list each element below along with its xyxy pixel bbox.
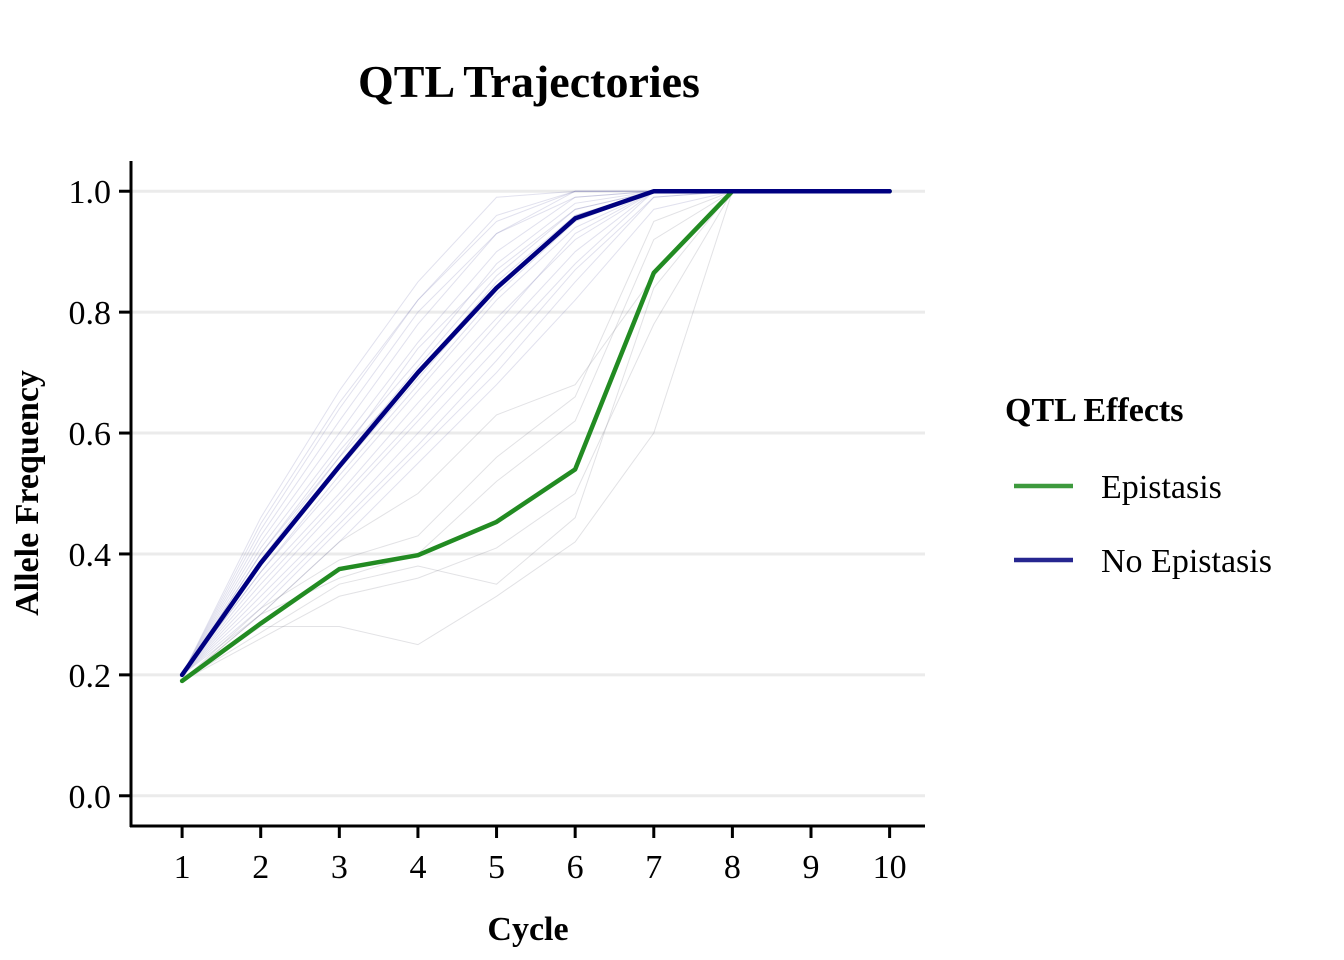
chart-title: QTL Trajectories bbox=[358, 56, 700, 107]
x-tick-label: 5 bbox=[488, 849, 505, 886]
x-axis-title: Cycle bbox=[487, 911, 568, 948]
x-tick-label: 1 bbox=[174, 849, 191, 886]
x-tick-label: 9 bbox=[803, 849, 820, 886]
replicate-line bbox=[181, 190, 890, 682]
y-tick-label: 0.0 bbox=[69, 779, 112, 816]
replicate-lines bbox=[181, 190, 890, 682]
x-tick-label: 10 bbox=[873, 849, 907, 886]
legend: QTL Effects Epistasis No Epistasis bbox=[1005, 392, 1272, 580]
legend-title: QTL Effects bbox=[1005, 392, 1183, 429]
grid-lines bbox=[131, 189, 925, 798]
axes: 0.0 0.2 0.4 0.6 0.8 1.0 1 2 3 4 5 6 7 8 9 10 bbox=[69, 161, 925, 886]
replicate-line bbox=[181, 190, 890, 682]
y-tick-label: 0.4 bbox=[69, 537, 112, 574]
legend-items: Epistasis No Epistasis bbox=[1014, 469, 1272, 580]
x-tick-label: 4 bbox=[409, 849, 426, 886]
x-tick-label: 6 bbox=[567, 849, 584, 886]
x-tick-label: 3 bbox=[331, 849, 348, 886]
x-tick-label: 8 bbox=[724, 849, 741, 886]
x-tick-label: 2 bbox=[252, 849, 269, 886]
y-tick-label: 1.0 bbox=[69, 174, 112, 211]
y-tick-label: 0.6 bbox=[69, 416, 112, 453]
replicate-line bbox=[181, 190, 890, 682]
x-tick-label: 7 bbox=[645, 849, 662, 886]
series-line-no-epistasis bbox=[179, 188, 892, 678]
series-lines bbox=[179, 188, 892, 684]
series-line-epistasis bbox=[179, 188, 892, 684]
replicate-line bbox=[181, 190, 890, 682]
replicate-line bbox=[181, 190, 890, 682]
replicate-line bbox=[181, 190, 890, 682]
legend-label: No Epistasis bbox=[1101, 543, 1272, 580]
y-axis-title: Allele Frequency bbox=[9, 370, 46, 616]
legend-label: Epistasis bbox=[1101, 469, 1222, 506]
y-tick-label: 0.8 bbox=[69, 295, 112, 332]
y-tick-label: 0.2 bbox=[69, 658, 112, 695]
